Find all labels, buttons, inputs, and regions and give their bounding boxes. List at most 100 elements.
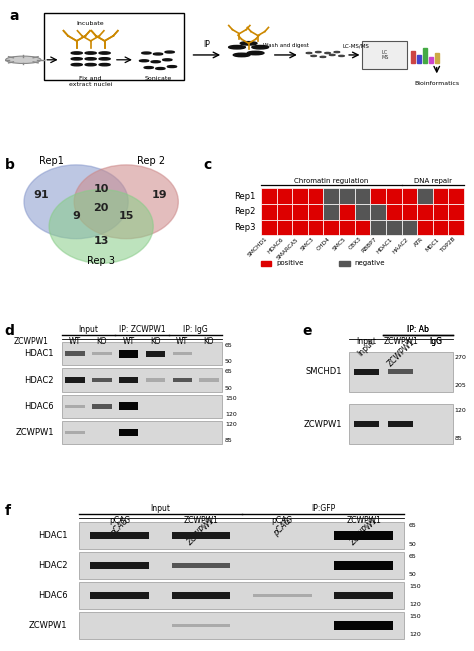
Text: HDAC2: HDAC2 — [25, 376, 54, 385]
Text: 150: 150 — [409, 614, 420, 618]
Text: CHD4: CHD4 — [316, 236, 331, 252]
Bar — [386, 188, 401, 204]
Text: 65: 65 — [225, 343, 233, 348]
Text: 120: 120 — [225, 412, 237, 417]
Circle shape — [252, 46, 269, 49]
Bar — [308, 219, 323, 235]
Text: 15: 15 — [118, 212, 134, 221]
Bar — [62, 342, 222, 365]
Text: SMC5: SMC5 — [331, 236, 347, 252]
Text: Bioinformatics: Bioinformatics — [414, 81, 459, 86]
Bar — [91, 592, 149, 599]
Text: Input: Input — [79, 325, 99, 334]
Circle shape — [139, 60, 149, 62]
Bar — [65, 405, 85, 408]
Bar — [146, 378, 165, 381]
Text: 65: 65 — [409, 523, 417, 529]
Circle shape — [99, 64, 110, 66]
Bar — [388, 369, 413, 374]
Circle shape — [85, 58, 96, 60]
Bar — [411, 51, 415, 62]
Text: c: c — [204, 158, 212, 172]
Bar — [386, 204, 401, 219]
Bar — [92, 404, 111, 409]
Bar — [261, 262, 272, 266]
Circle shape — [163, 59, 172, 61]
Text: Rep 3: Rep 3 — [87, 255, 115, 266]
Circle shape — [6, 56, 41, 64]
Text: IP:GFP: IP:GFP — [311, 504, 335, 513]
Text: 120: 120 — [225, 422, 237, 427]
Text: 65: 65 — [225, 369, 233, 374]
Bar — [173, 378, 192, 382]
Bar — [62, 421, 222, 444]
Text: HDAC1: HDAC1 — [38, 531, 67, 540]
Text: IP: Ab: IP: Ab — [407, 325, 429, 334]
Text: e: e — [302, 324, 311, 338]
Ellipse shape — [49, 189, 153, 263]
Text: Sonicate: Sonicate — [145, 76, 172, 81]
Bar — [91, 562, 149, 569]
Circle shape — [320, 56, 326, 57]
Bar — [401, 204, 417, 219]
Bar — [79, 552, 404, 579]
Circle shape — [167, 66, 177, 68]
Text: 205: 205 — [454, 383, 466, 388]
Text: 150: 150 — [409, 584, 420, 589]
Circle shape — [311, 55, 317, 57]
Text: d: d — [5, 324, 15, 338]
Bar — [91, 532, 149, 538]
Circle shape — [233, 53, 250, 57]
Text: HDAC1: HDAC1 — [376, 236, 394, 255]
Bar — [423, 48, 427, 62]
Text: IgG: IgG — [429, 337, 442, 346]
Bar — [199, 378, 219, 381]
Text: WT: WT — [176, 337, 188, 346]
Bar — [277, 188, 292, 204]
Text: 120: 120 — [409, 632, 420, 637]
Bar — [253, 594, 311, 597]
Text: SMARCA5: SMARCA5 — [276, 236, 300, 260]
Circle shape — [339, 55, 344, 57]
Text: ZCWPW1: ZCWPW1 — [13, 337, 48, 346]
Ellipse shape — [24, 165, 128, 239]
Circle shape — [151, 61, 160, 62]
Text: 50: 50 — [225, 359, 233, 365]
Text: IP: IgG: IP: IgG — [183, 325, 208, 334]
Circle shape — [247, 51, 264, 55]
Text: WT: WT — [69, 337, 81, 346]
Text: Rep3: Rep3 — [234, 223, 256, 232]
Bar — [323, 219, 339, 235]
Bar — [417, 219, 433, 235]
Text: LC
MS: LC MS — [381, 49, 388, 61]
Text: KO: KO — [97, 337, 107, 346]
Text: Incubate: Incubate — [77, 21, 104, 26]
Circle shape — [165, 51, 174, 53]
Text: 9: 9 — [72, 212, 80, 221]
Circle shape — [71, 58, 82, 60]
Bar — [261, 188, 277, 204]
Text: Rep2: Rep2 — [235, 207, 256, 216]
Ellipse shape — [74, 165, 178, 239]
Circle shape — [85, 64, 96, 66]
Bar — [277, 219, 292, 235]
Bar — [119, 402, 138, 410]
Bar — [435, 53, 439, 62]
Text: 20: 20 — [93, 204, 109, 214]
Text: pCAG: pCAG — [272, 516, 293, 525]
Text: 50: 50 — [225, 385, 233, 391]
Bar — [339, 262, 349, 266]
Bar — [323, 188, 339, 204]
Text: 120: 120 — [409, 602, 420, 607]
Bar — [119, 429, 138, 436]
Bar — [401, 219, 417, 235]
Text: 10: 10 — [93, 184, 109, 195]
Text: MDC1: MDC1 — [425, 236, 441, 252]
Bar — [417, 55, 421, 62]
Bar — [172, 563, 230, 568]
Circle shape — [71, 64, 82, 66]
Text: 65: 65 — [409, 553, 417, 559]
Text: 150: 150 — [225, 396, 237, 401]
Bar — [349, 404, 453, 444]
Bar — [433, 204, 448, 219]
